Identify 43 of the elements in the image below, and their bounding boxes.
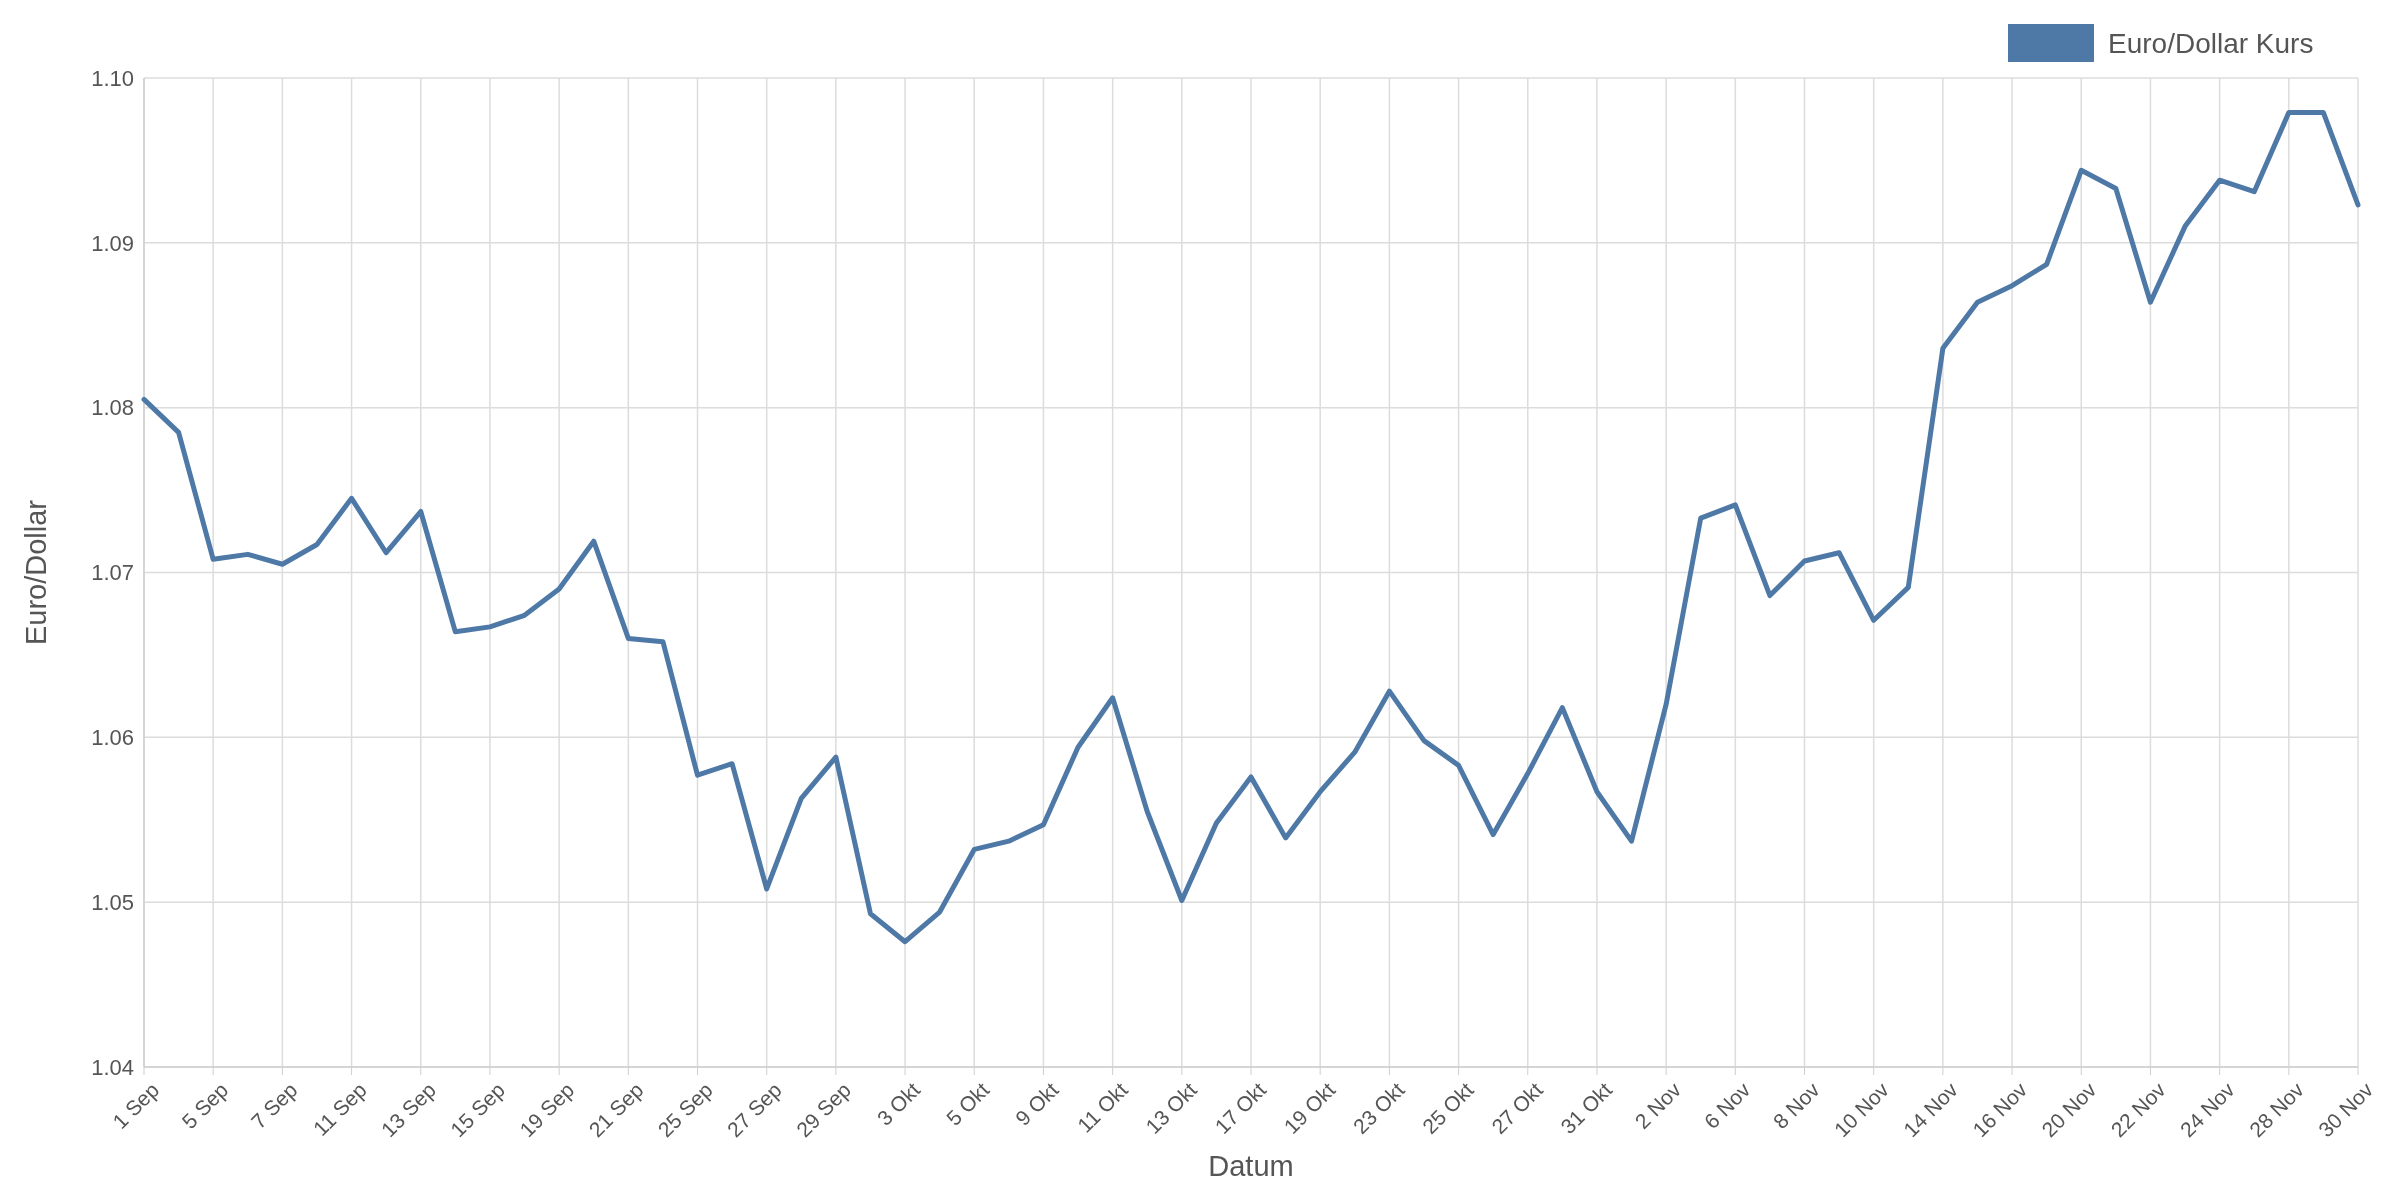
x-tick-label: 25 Sep (653, 1077, 717, 1142)
x-tick-label: 19 Okt (1279, 1077, 1340, 1138)
y-tick-label: 1.05 (91, 889, 134, 915)
x-tick-label: 27 Okt (1486, 1077, 1548, 1138)
legend-label: Euro/Dollar Kurs (2108, 27, 2314, 59)
x-tick-label: 30 Nov (2313, 1077, 2378, 1142)
x-tick-label: 1 Sep (108, 1077, 164, 1134)
x-tick-label: 20 Nov (2037, 1077, 2101, 1142)
x-tick-label: 29 Sep (791, 1077, 856, 1142)
x-tick-label: 11 Okt (1072, 1077, 1132, 1137)
y-tick-label: 1.07 (91, 560, 134, 586)
y-tick-label: 1.08 (91, 395, 134, 421)
x-axis-title: Datum (1208, 1150, 1294, 1182)
x-tick-label: 19 Sep (515, 1077, 579, 1142)
y-tick-label: 1.09 (91, 230, 134, 256)
x-tick-label: 21 Sep (584, 1077, 648, 1142)
x-tick-label: 25 Okt (1417, 1077, 1478, 1138)
x-tick-label: 3 Okt (872, 1077, 925, 1130)
x-tick-label: 10 Nov (1829, 1077, 1894, 1142)
x-tick-label: 2 Nov (1630, 1077, 1686, 1134)
x-tick-label: 9 Okt (1010, 1077, 1063, 1130)
x-tick-label: 13 Sep (376, 1077, 440, 1142)
x-tick-label: 31 Okt (1556, 1077, 1617, 1138)
x-tick-label: 16 Nov (1967, 1077, 2032, 1142)
x-tick-label: 14 Nov (1898, 1077, 1963, 1142)
x-tick-label: 15 Sep (445, 1077, 510, 1142)
x-tick-label: 8 Nov (1768, 1077, 1825, 1134)
x-tick-label: 5 Okt (941, 1077, 994, 1130)
x-tick-label: 7 Sep (246, 1077, 302, 1134)
x-tick-label: 6 Nov (1699, 1077, 1755, 1134)
y-tick-label: 1.06 (91, 725, 134, 751)
y-tick-label: 1.10 (91, 65, 134, 91)
x-tick-label: 17 Okt (1210, 1077, 1271, 1138)
y-tick-label: 1.04 (91, 1054, 134, 1080)
x-tick-label: 24 Nov (2175, 1077, 2240, 1142)
x-tick-label: 27 Sep (722, 1077, 786, 1142)
x-tick-label: 28 Nov (2244, 1077, 2309, 1142)
x-tick-label: 5 Sep (177, 1077, 233, 1134)
x-tick-label: 13 Okt (1141, 1077, 1202, 1138)
y-axis-title: Euro/Dollar (20, 499, 52, 646)
x-tick-label: 23 Okt (1348, 1077, 1409, 1138)
x-tick-label: 22 Nov (2106, 1077, 2171, 1142)
x-tick-label: 11 Sep (308, 1077, 371, 1141)
